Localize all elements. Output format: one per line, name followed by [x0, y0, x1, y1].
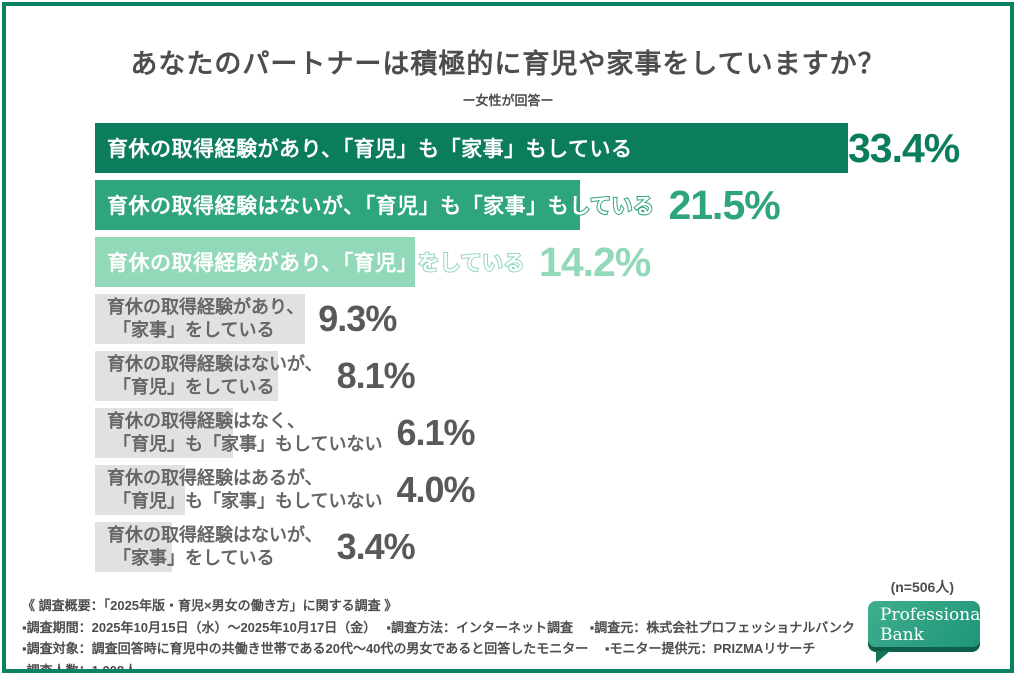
bar-label: 育休の取得経験はないが、 「家事」をしている — [107, 525, 323, 568]
bar — [95, 180, 580, 230]
logo-line-1: Professional — [880, 605, 986, 625]
bar-label: 育休の取得経験はあるが、 「育児」も「家事」もしていない — [107, 468, 383, 511]
bar-chart: 育休の取得経験があり、「育児」も「家事」もしている 33.4% 育休の取得経験は… — [95, 123, 985, 579]
bar-value: 8.1% — [336, 355, 416, 396]
bar-value: 9.3% — [318, 298, 397, 339]
bar-value: 4.0% — [396, 469, 475, 510]
survey-respondents: ▪調査人数：1,008人 — [22, 662, 138, 673]
bar-label: 育休の取得経験はないが、「育児」も「家事」もしている — [106, 194, 655, 219]
bar-value: 3.4% — [336, 526, 416, 567]
logo-line-2: Bank — [880, 624, 924, 645]
bar — [95, 408, 233, 458]
bar-label: 育休の取得経験があり、「育児」をしている — [106, 251, 526, 276]
bar-label: 育休の取得経験はないが、 「育児」をしている — [107, 354, 323, 397]
chart-row: 育休の取得経験はないが、 「家事」をしている 3.4% — [95, 522, 985, 572]
bar-value: 14.2% — [539, 238, 651, 285]
chart-row: 育休の取得経験があり、 「家事」をしている 9.3% — [95, 294, 985, 344]
bar — [95, 237, 415, 287]
bar — [95, 351, 278, 401]
bar-label: 育休の取得経験があり、 「家事」をしている — [107, 297, 305, 340]
chart-subtitle: ー女性が回答ー — [462, 93, 554, 108]
sample-size-note: (n=506人) — [890, 579, 954, 595]
infographic-frame: あなたのパートナーは積極的に育児や家事をしていますか？ ー女性が回答ー 育休の取… — [2, 2, 1014, 673]
chart-row: 育休の取得経験があり、「育児」も「家事」もしている 33.4% — [95, 123, 985, 173]
survey-period-method-source: ▪調査期間：2025年10月15日（水）〜2025年10月17日（金） ▪調査方… — [22, 619, 855, 635]
bar-label: 育休の取得経験があり、「育児」も「家事」もしている — [107, 138, 633, 161]
bar — [95, 123, 848, 173]
logo-speech-tail — [876, 651, 890, 663]
chart-row: 育休の取得経験はないが、 「育児」をしている 8.1% — [95, 351, 985, 401]
chart-row: 育休の取得経験はないが、「育児」も「家事」もしている 21.5% — [95, 180, 985, 230]
survey-overview-title: 《 調査概要：「2025年版・育児×男女の働き方」に関する調査 》 — [22, 598, 398, 613]
bar-value: 6.1% — [396, 412, 475, 453]
bar — [95, 294, 305, 344]
bar-label: 育休の取得経験はなく、 「育児」も「家事」もしていない — [107, 411, 383, 454]
chart-row: 育休の取得経験はなく、 「育児」も「家事」もしていない 6.1% — [95, 408, 985, 458]
bar-value: 21.5% — [668, 181, 780, 228]
survey-overview: 《 調査概要：「2025年版・育児×男女の働き方」に関する調査 》 ▪調査期間：… — [22, 595, 882, 673]
page-title: あなたのパートナーは積極的に育児や家事をしていますか？ — [130, 49, 886, 79]
professional-bank-logo: Professional Bank — [868, 601, 986, 663]
chart-row: 育休の取得経験はあるが、 「育児」も「家事」もしていない 4.0% — [95, 465, 985, 515]
chart-row: 育休の取得経験があり、「育児」をしている 14.2% — [95, 237, 985, 287]
survey-target-monitor: ▪調査対象：調査回答時に育児中の共働き世帯である20代〜40代の男女であると回答… — [22, 641, 816, 656]
bar — [95, 465, 185, 515]
bar-value: 33.4% — [848, 124, 960, 171]
bar — [95, 522, 172, 572]
